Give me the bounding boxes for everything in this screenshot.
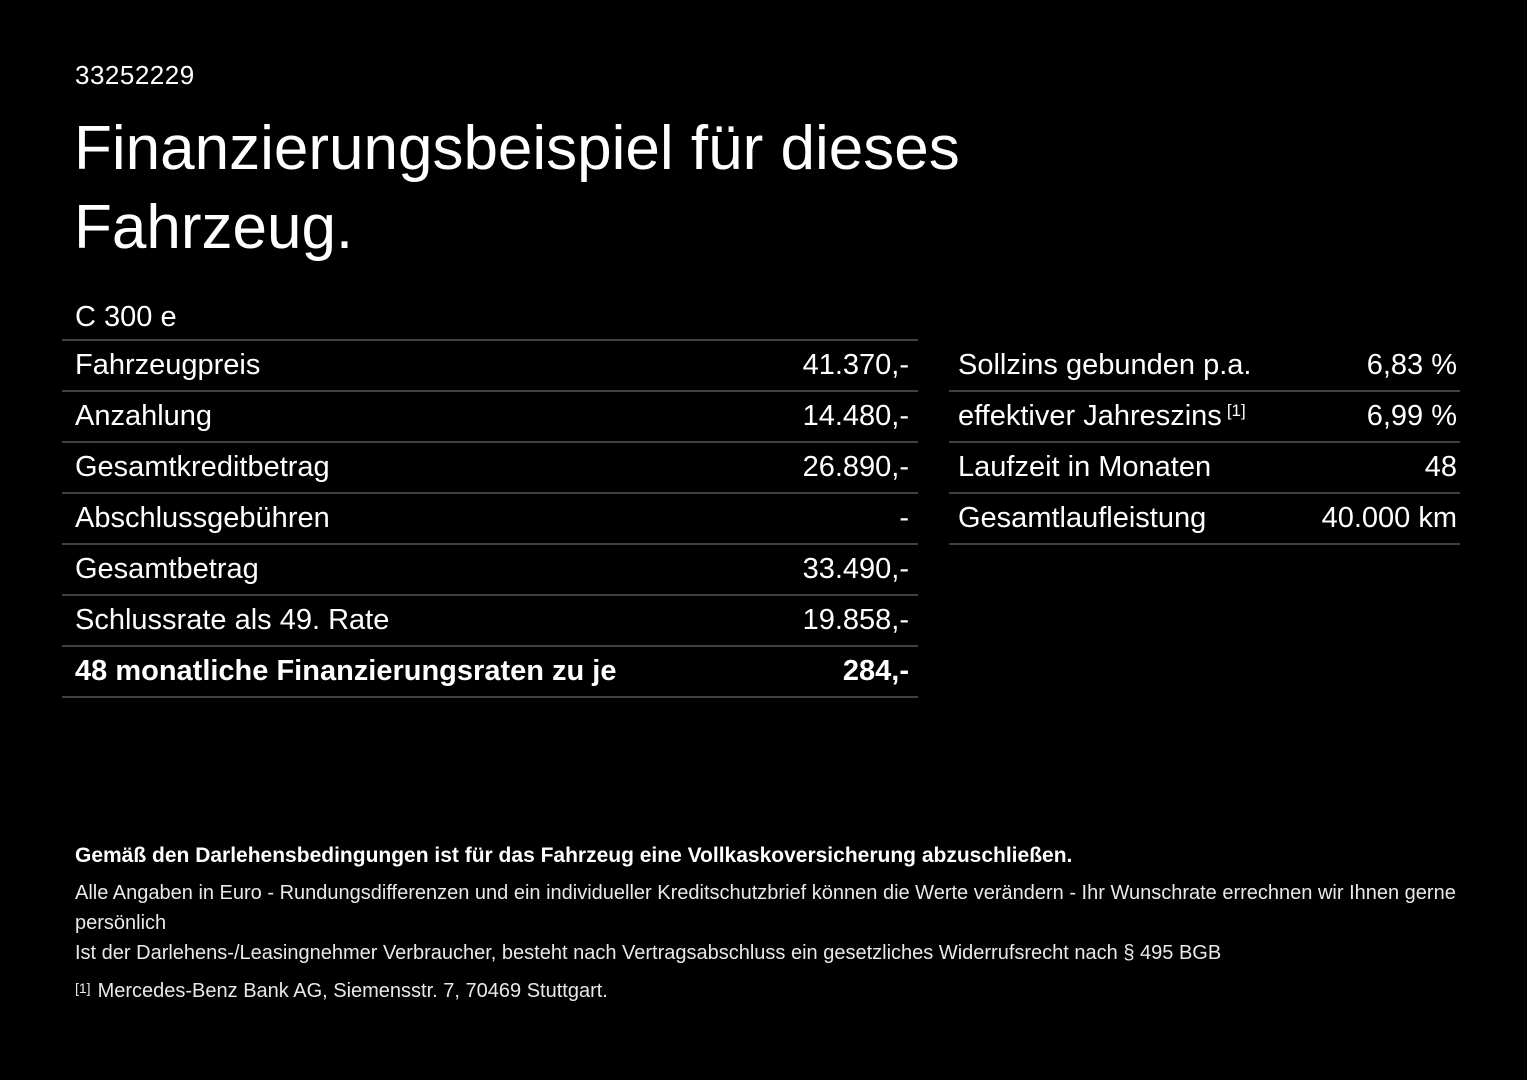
- footnote-bank: [1] Mercedes-Benz Bank AG, Siemensstr. 7,…: [75, 976, 1475, 1006]
- row-value: 6,99 %: [1366, 400, 1457, 432]
- row-value: 284,-: [842, 655, 909, 687]
- page-title: Finanzierungsbeispiel für dieses Fahrzeug…: [74, 109, 960, 267]
- offer-id: 33252229: [75, 60, 195, 90]
- row-label: effektiver Jahreszins [1]: [958, 400, 1246, 432]
- table-row-gesamtbetrag: Gesamtbetrag 33.490,-: [62, 545, 918, 596]
- row-value: 6,83 %: [1366, 349, 1457, 381]
- row-value: 41.370,-: [802, 349, 909, 381]
- vehicle-model: C 300 e: [62, 295, 918, 341]
- row-label: 48 monatliche Finanzierungsraten zu je: [75, 655, 617, 687]
- table-row-laufzeit: Laufzeit in Monaten 48: [949, 443, 1460, 494]
- footnote-widerruf: Ist der Darlehens-/Leasingnehmer Verbrau…: [75, 942, 1222, 964]
- table-row-gesamtkreditbetrag: Gesamtkreditbetrag 26.890,-: [62, 443, 918, 494]
- footnote-bank-text: Mercedes-Benz Bank AG, Siemensstr. 7, 70…: [97, 980, 608, 1002]
- table-row-anzahlung: Anzahlung 14.480,-: [62, 392, 918, 443]
- row-label: Gesamtbetrag: [75, 553, 259, 585]
- row-label: Gesamtlaufleistung: [958, 502, 1207, 534]
- page-title-line-2: Fahrzeug.: [74, 193, 354, 262]
- row-label: Anzahlung: [75, 400, 213, 432]
- table-row-schlussrate: Schlussrate als 49. Rate 19.858,-: [62, 596, 918, 647]
- footnote-ref: [1]: [1226, 401, 1246, 420]
- row-value: -: [899, 502, 909, 534]
- page-title-line-1: Finanzierungsbeispiel für dieses: [74, 114, 960, 183]
- row-label: Sollzins gebunden p.a.: [958, 349, 1252, 381]
- financing-amounts-table: C 300 e Fahrzeugpreis 41.370,- Anzahlung…: [62, 295, 918, 698]
- row-label: Gesamtkreditbetrag: [75, 451, 330, 483]
- table-row-abschlussgebuehren: Abschlussgebühren -: [62, 494, 918, 545]
- table-row-effektiver-jahreszins: effektiver Jahreszins [1] 6,99 %: [949, 392, 1460, 443]
- row-label: Schlussrate als 49. Rate: [75, 604, 390, 636]
- row-value: 48: [1424, 451, 1457, 483]
- row-value: 19.858,-: [802, 604, 909, 636]
- row-label: Fahrzeugpreis: [75, 349, 261, 381]
- table-row-monatsrate: 48 monatliche Finanzierungsraten zu je 2…: [62, 647, 918, 698]
- row-value: 14.480,-: [802, 400, 909, 432]
- table-row-sollzins: Sollzins gebunden p.a. 6,83 %: [949, 341, 1460, 392]
- table-row-gesamtlaufleistung: Gesamtlaufleistung 40.000 km: [949, 494, 1460, 545]
- footnote-insurance: Gemäß den Darlehensbedingungen ist für d…: [75, 844, 1073, 867]
- footnote-euro-note: Alle Angaben in Euro - Rundungsdifferenz…: [75, 882, 1456, 934]
- row-value: 33.490,-: [802, 553, 909, 585]
- interest-terms-table: Sollzins gebunden p.a. 6,83 % effektiver…: [949, 341, 1460, 545]
- legal-footnotes: Gemäß den Darlehensbedingungen ist für d…: [75, 843, 1475, 1006]
- footnote-marker: [1]: [75, 980, 91, 996]
- row-label: Laufzeit in Monaten: [958, 451, 1212, 483]
- row-value: 26.890,-: [802, 451, 909, 483]
- table-row-fahrzeugpreis: Fahrzeugpreis 41.370,-: [62, 341, 918, 392]
- row-label: Abschlussgebühren: [75, 502, 330, 534]
- row-value: 40.000 km: [1321, 502, 1457, 534]
